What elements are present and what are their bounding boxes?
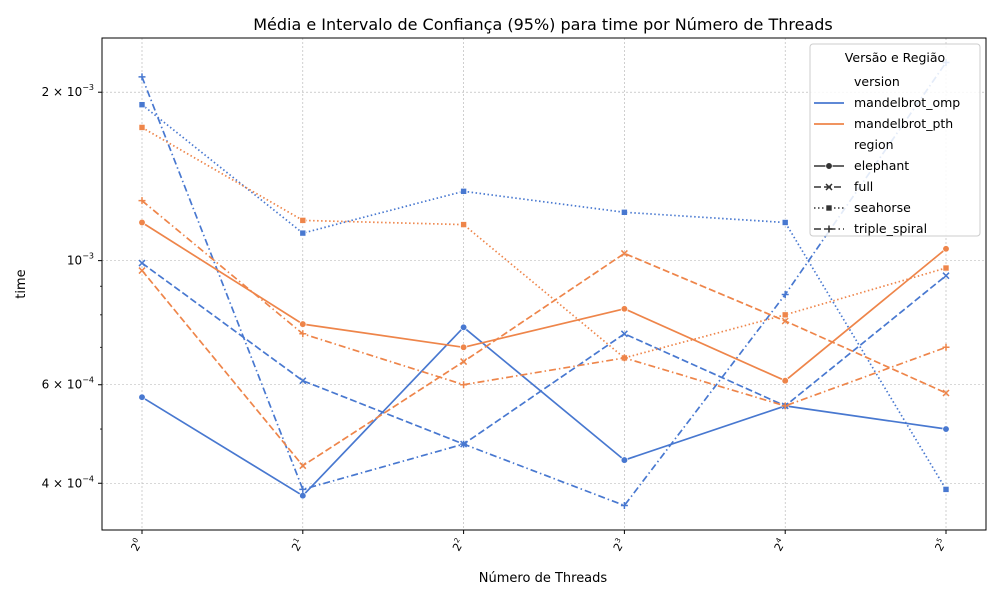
series-mandelbrot_omp-seahorse (138, 101, 950, 493)
data-point (781, 311, 789, 319)
legend-marker (825, 183, 833, 191)
series-mandelbrot_pth-elephant (138, 218, 950, 385)
y-tick-label: 10−3 (67, 252, 94, 268)
data-point (942, 389, 950, 397)
data-point (620, 354, 628, 362)
data-point (460, 381, 468, 389)
data-point (299, 330, 307, 338)
data-point (299, 229, 307, 237)
series-line (141, 252, 947, 467)
data-point (942, 245, 950, 253)
data-point (781, 402, 789, 410)
legend-entry: mandelbrot_pth (854, 116, 953, 131)
data-point (138, 259, 146, 267)
data-point (942, 425, 950, 433)
data-point (299, 217, 307, 224)
data-point (942, 343, 950, 351)
series-mandelbrot_pth-triple_spiral (138, 197, 950, 410)
series-mandelbrot_pth-full (138, 249, 950, 470)
data-point (138, 73, 146, 81)
legend-marker (825, 225, 833, 233)
data-point (138, 267, 146, 275)
data-point (620, 456, 629, 464)
series-line (141, 62, 947, 507)
y-tick-label: 4 × 10−4 (42, 474, 94, 490)
data-point (138, 101, 146, 108)
plot-frame (101, 37, 987, 531)
data-point (460, 188, 467, 195)
legend-marker (825, 204, 833, 212)
data-point (460, 221, 467, 228)
data-point (620, 305, 629, 313)
data-point (781, 219, 789, 226)
chart-title: Média e Intervalo de Confiança (95%) par… (253, 15, 833, 34)
series-line (141, 326, 947, 497)
data-point (942, 264, 950, 272)
data-point (299, 462, 307, 470)
data-point (620, 502, 628, 510)
data-point (299, 485, 307, 493)
data-point (138, 218, 146, 227)
data-point (459, 343, 468, 351)
legend-box (809, 43, 981, 237)
data-point (781, 317, 789, 325)
data-point (942, 486, 950, 493)
y-tick-label: 2 × 10−3 (42, 83, 94, 99)
series-line (141, 262, 947, 445)
data-point (138, 393, 146, 401)
legend-title: Versão e Região (845, 50, 945, 65)
data-point (460, 440, 468, 448)
data-point (299, 377, 307, 385)
legend-entry: elephant (854, 158, 909, 173)
legend-entry: seahorse (854, 200, 911, 215)
legend: Versão e Região version mandelbrot_ompmand… (809, 43, 981, 237)
data-point (781, 377, 789, 385)
data-point (942, 272, 950, 280)
data-point (620, 330, 628, 338)
series-line (141, 104, 947, 490)
data-point (299, 492, 307, 500)
legend-entry: full (854, 179, 873, 194)
legend-style-title: region (854, 137, 894, 152)
x-axis-label: Número de Threads (479, 571, 608, 586)
data-point (621, 209, 628, 216)
series-layer (138, 59, 950, 510)
y-tick-label: 6 × 10−4 (42, 376, 94, 392)
legend-entry: triple_spiral (854, 221, 927, 236)
data-point (299, 320, 307, 328)
legend-entry: mandelbrot_omp (854, 95, 960, 110)
data-point (460, 358, 468, 366)
series-line (141, 221, 947, 382)
data-point (781, 290, 789, 298)
legend-marker (825, 162, 833, 170)
data-point (620, 249, 628, 257)
data-point (138, 124, 146, 131)
data-point (138, 197, 146, 205)
legend-hue-title: version (854, 74, 900, 89)
data-point (459, 323, 468, 331)
y-axis-label: time (14, 269, 29, 298)
